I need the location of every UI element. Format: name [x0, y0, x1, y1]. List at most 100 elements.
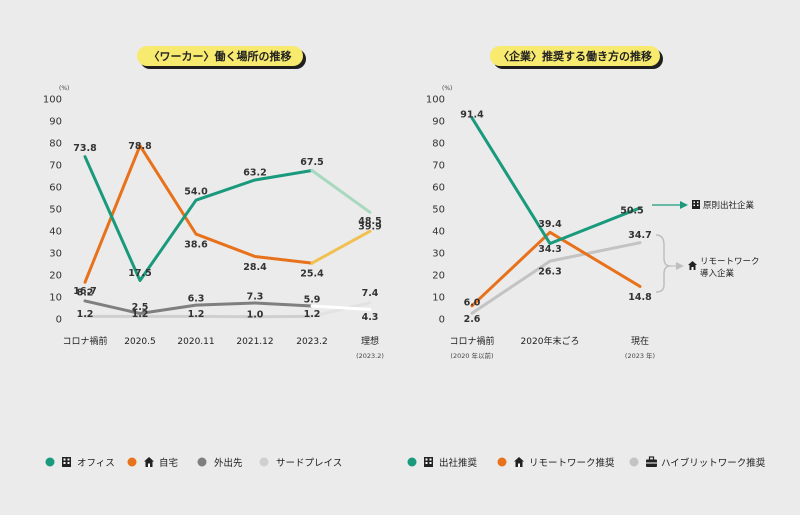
annotation-remote-line2: 導入企業	[700, 268, 735, 279]
chart1-x-tick: 2020.11	[177, 337, 214, 347]
chart1-y-tick: 20	[49, 271, 62, 282]
chart2-title: 〈企業〉推奨する働き方の推移	[498, 49, 652, 63]
legend-dot	[629, 457, 639, 467]
data-label: 1.2	[132, 309, 149, 320]
legend-label: ハイブリットワーク推奨	[661, 457, 766, 469]
chart1-y-tick: 50	[49, 205, 62, 216]
legend-label: リモートワーク推奨	[529, 457, 615, 469]
chart1-x-tick: 理想	[361, 335, 379, 347]
legend-item-オフィス: オフィス	[45, 457, 115, 469]
building-icon	[692, 200, 700, 209]
briefcase-icon	[646, 456, 657, 467]
data-label: 14.8	[628, 292, 652, 303]
data-label: 25.4	[300, 269, 324, 280]
legend-dot	[127, 457, 137, 467]
chart2-y-tick: 60	[432, 183, 445, 194]
chart2-y-tick: 30	[432, 249, 445, 260]
chart2-y-tick: 100	[426, 95, 445, 106]
chart1-x-tick: 2020.5	[124, 337, 156, 347]
data-label: 34.3	[538, 244, 561, 255]
home-icon	[144, 457, 154, 467]
chart1-x-tick: コロナ禍前	[62, 335, 107, 347]
series-ideal-line-サードプレイス	[310, 301, 372, 318]
chart1-x-tick-sub: (2023.2)	[356, 352, 384, 360]
building-icon	[424, 457, 433, 467]
legend-dot	[197, 457, 207, 467]
chart2-y-tick: 0	[439, 315, 445, 326]
legend-dot	[497, 457, 507, 467]
chart1-y-tick: 10	[49, 293, 62, 304]
series-line-自宅	[83, 144, 314, 284]
chart2: (%) 0 10 20 30 40 50 60 70 80 90 100 コロナ禍前 (2020 年以前)…	[407, 85, 766, 469]
chart2-y-tick: 70	[432, 161, 445, 172]
data-label: 78.8	[128, 141, 152, 152]
chart2-y-tick: 40	[432, 227, 445, 238]
data-label: 5.9	[304, 295, 321, 306]
chart1-y-tick: 90	[49, 117, 62, 128]
data-label: 34.7	[628, 230, 651, 241]
chart2-x-tick: 現在	[631, 335, 649, 347]
legend-dot	[45, 457, 55, 467]
data-label: 28.4	[243, 262, 267, 273]
chart2-title-pill: 〈企業〉推奨する働き方の推移	[490, 46, 663, 69]
data-label: 6.0	[464, 297, 481, 308]
data-label: 6.3	[188, 294, 205, 305]
series-ideal-line-オフィス	[310, 169, 372, 214]
legend-label: 外出先	[214, 457, 243, 469]
data-label: 50.5	[620, 205, 643, 216]
data-label: 63.2	[243, 167, 266, 178]
data-label: 1.2	[188, 309, 205, 320]
chart2-x-tick: 2020年末ごろ	[521, 335, 580, 347]
data-label: 73.8	[73, 143, 97, 154]
series-line-リモートワーク推奨	[470, 230, 642, 308]
chart1-y-tick: 80	[49, 139, 62, 150]
chart1-title-pill: 〈ワーカー〉働く場所の推移	[137, 46, 306, 69]
home-icon	[688, 261, 697, 270]
data-label: 67.5	[300, 157, 323, 168]
data-label: 2.6	[464, 314, 481, 325]
legend-item-ハイブリットワーク推奨: ハイブリットワーク推奨	[629, 456, 766, 469]
building-icon	[62, 457, 71, 467]
chart2-y-tick: 50	[432, 205, 445, 216]
home-icon	[514, 457, 524, 467]
legend-item-自宅: 自宅	[127, 457, 178, 469]
annotation-office-text: 原則出社企業	[703, 200, 755, 211]
chart2-x-tick-sub: (2023 年)	[625, 351, 655, 360]
chart1-unit: (%)	[59, 85, 69, 92]
chart1-title: 〈ワーカー〉働く場所の推移	[149, 49, 292, 63]
annotation-remote-line1: リモートワーク	[700, 257, 760, 267]
series-line-オフィス	[83, 155, 314, 282]
series-line-ハイブリットワーク推奨	[470, 241, 642, 315]
data-label: 7.4	[362, 288, 379, 299]
chart1-x-tick: 2023.2	[296, 337, 328, 347]
legend-label: サードプレイス	[276, 458, 342, 469]
series-line-出社推奨	[470, 116, 642, 246]
data-label: 17.5	[128, 268, 151, 279]
chart1-y-tick: 100	[43, 95, 62, 106]
data-label: 48.5	[358, 216, 381, 227]
legend-item-外出先: 外出先	[197, 457, 243, 469]
data-label: 2.5	[132, 302, 149, 313]
chart1: (%) 0 10 20 30 40 50 60 70 80 90 100 コロナ禍前 2020.5 2020…	[43, 85, 384, 469]
series-ideal-line-自宅	[310, 229, 372, 265]
legend-label: オフィス	[77, 458, 115, 469]
chart2-y-tick: 80	[432, 139, 445, 150]
chart1-y-tick: 70	[49, 161, 62, 172]
chart2-unit: (%)	[442, 85, 452, 92]
chart2-y-tick: 20	[432, 271, 445, 282]
legend-dot	[259, 457, 269, 467]
series-line-外出先	[83, 299, 314, 315]
data-label: 39.9	[358, 222, 381, 233]
data-label: 1.2	[304, 309, 321, 320]
chart1-y-tick: 0	[56, 315, 62, 326]
chart1-y-tick: 40	[49, 227, 62, 238]
legend-item-出社推奨: 出社推奨	[407, 457, 478, 469]
data-label: 1.0	[247, 309, 264, 320]
chart1-x-tick: 2021.12	[236, 337, 273, 347]
data-label: 7.3	[247, 291, 264, 302]
annotation-office: 原則出社企業	[652, 200, 755, 211]
data-label: 91.4	[460, 109, 484, 120]
data-label: 8.2	[77, 287, 94, 298]
series-ideal-line-外出先	[310, 304, 372, 312]
